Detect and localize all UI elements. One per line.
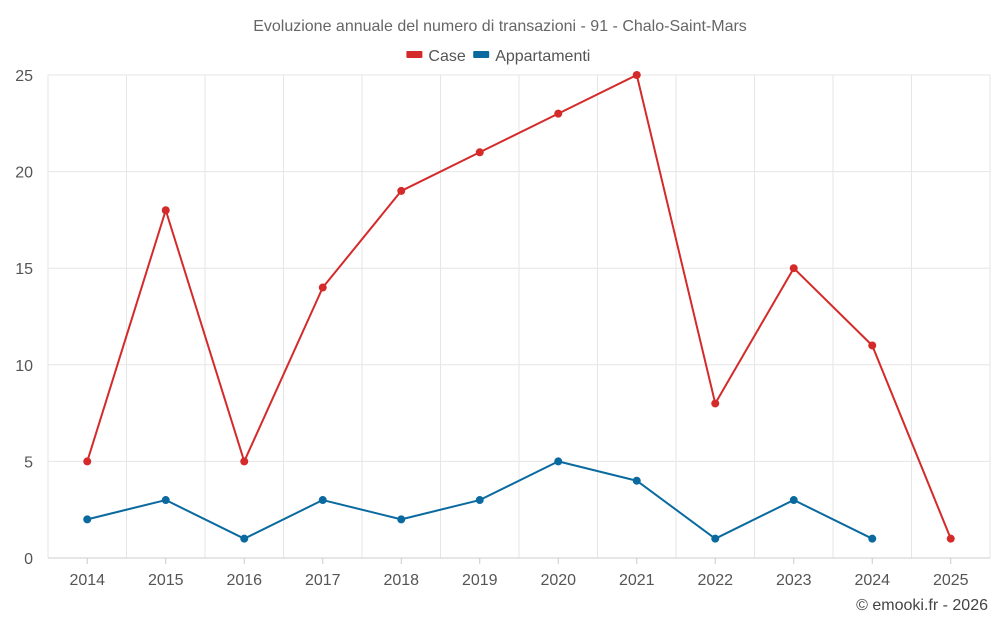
- data-point[interactable]: [711, 399, 720, 408]
- data-point[interactable]: [161, 496, 170, 505]
- legend-swatch: [473, 51, 490, 58]
- data-point[interactable]: [554, 457, 563, 466]
- legend-item-appartamenti[interactable]: Appartamenti: [473, 48, 590, 65]
- series: [83, 71, 955, 543]
- data-point[interactable]: [83, 515, 92, 524]
- grid: [47, 74, 991, 558]
- data-point[interactable]: [946, 534, 955, 543]
- y-tick-label: 20: [15, 165, 33, 182]
- series-appartamenti: [83, 457, 877, 543]
- credit: © emooki.fr - 2026: [856, 597, 988, 614]
- x-tick-label: 2021: [619, 572, 655, 589]
- data-point[interactable]: [83, 457, 92, 466]
- data-point[interactable]: [475, 148, 484, 157]
- data-point[interactable]: [632, 71, 641, 79]
- data-point[interactable]: [789, 264, 798, 273]
- x-tick-label: 2018: [383, 572, 419, 589]
- data-point[interactable]: [397, 186, 406, 195]
- y-tick-label: 5: [24, 454, 33, 471]
- y-tick-label: 0: [24, 551, 33, 568]
- data-point[interactable]: [868, 341, 877, 350]
- x-tick-label: 2025: [933, 572, 969, 589]
- x-tick-label: 2014: [69, 572, 105, 589]
- chart-title: Evoluzione annuale del numero di transaz…: [253, 18, 747, 35]
- x-tick-label: 2017: [305, 572, 341, 589]
- data-point[interactable]: [554, 109, 563, 118]
- x-tick-label: 2022: [697, 572, 733, 589]
- legend-item-case[interactable]: Case: [406, 48, 466, 65]
- data-point[interactable]: [397, 515, 406, 524]
- legend-label: Appartamenti: [495, 48, 590, 65]
- y-tick-label: 10: [15, 358, 33, 375]
- data-point[interactable]: [711, 534, 720, 543]
- y-tick-label: 25: [15, 68, 33, 85]
- data-point[interactable]: [632, 476, 641, 485]
- series-case: [83, 71, 955, 543]
- data-point[interactable]: [240, 457, 249, 466]
- x-tick-label: 2016: [226, 572, 262, 589]
- legend-swatch: [406, 51, 423, 58]
- x-tick-label: 2019: [462, 572, 498, 589]
- legend-label: Case: [428, 48, 465, 65]
- x-tick-label: 2020: [540, 572, 576, 589]
- x-tick-label: 2015: [148, 572, 184, 589]
- data-point[interactable]: [789, 496, 798, 505]
- x-tick-label: 2023: [776, 572, 812, 589]
- legend[interactable]: Case Appartamenti: [406, 48, 590, 65]
- x-tick-label: 2024: [854, 572, 890, 589]
- data-point[interactable]: [161, 206, 170, 215]
- data-point[interactable]: [318, 496, 327, 505]
- data-point[interactable]: [475, 496, 484, 505]
- data-point[interactable]: [868, 534, 877, 543]
- data-point[interactable]: [240, 534, 249, 543]
- series-line: [86, 74, 952, 540]
- y-tick-label: 15: [15, 261, 33, 278]
- data-point[interactable]: [318, 283, 327, 292]
